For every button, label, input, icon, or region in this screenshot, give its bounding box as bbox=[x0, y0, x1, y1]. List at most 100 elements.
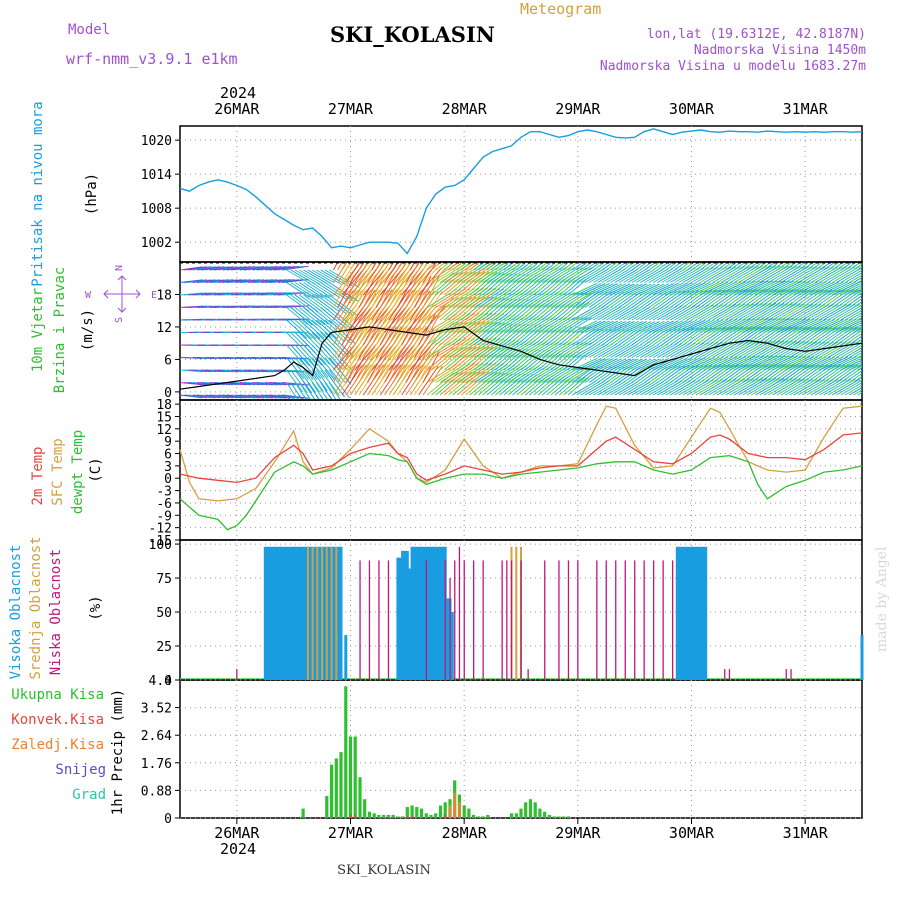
wind-barb bbox=[797, 356, 827, 371]
wind-barb bbox=[716, 281, 747, 296]
precip-bar-0 bbox=[481, 816, 485, 818]
precip-bar-0 bbox=[391, 814, 395, 818]
ytick-label-temperature-9: 12 bbox=[156, 423, 172, 438]
wind-speed-line bbox=[179, 326, 863, 390]
high-cloud-bar bbox=[294, 546, 298, 680]
precip-bar-0 bbox=[528, 799, 533, 818]
wind-barb bbox=[631, 381, 655, 396]
wind-barb bbox=[597, 343, 622, 358]
high-cloud-bar bbox=[401, 550, 405, 680]
wind-barb bbox=[307, 394, 311, 399]
ytick-label-temperature-10: 15 bbox=[156, 410, 172, 425]
mid-cloud-bar bbox=[335, 546, 338, 680]
high-cloud-bar bbox=[431, 546, 435, 680]
ytick-label-cloud-4: 100 bbox=[149, 538, 172, 553]
precip-legend-2: Zaledj.Kisa bbox=[11, 737, 104, 753]
wind-barb bbox=[708, 356, 738, 371]
low-cloud-bar bbox=[425, 560, 427, 680]
wind-barb bbox=[606, 268, 630, 283]
precip-bar-0 bbox=[538, 808, 542, 818]
wind-barb bbox=[197, 266, 221, 271]
ytick-label-cloud-1: 25 bbox=[156, 640, 172, 655]
wind-barb bbox=[840, 284, 862, 296]
wind-barb bbox=[580, 263, 592, 271]
wind-barb bbox=[844, 361, 862, 371]
wind-barb bbox=[443, 263, 454, 271]
xtick-label-top: 26MAR bbox=[214, 100, 260, 118]
model-label: Model bbox=[68, 22, 110, 38]
wind-barb bbox=[597, 283, 623, 296]
wind-barb bbox=[785, 318, 815, 333]
low-cloud-bar bbox=[236, 669, 238, 680]
wind-barb bbox=[627, 269, 651, 283]
high-cloud-bar bbox=[327, 546, 331, 680]
wind-barb bbox=[755, 355, 786, 371]
wind-barb bbox=[567, 301, 590, 321]
wind-barb bbox=[750, 317, 782, 333]
wind-barb bbox=[716, 326, 744, 346]
low-cloud-bar bbox=[527, 669, 529, 680]
wind-barb bbox=[422, 290, 443, 321]
wind-barb bbox=[576, 343, 601, 358]
wind-barb bbox=[231, 394, 256, 399]
wind-barb bbox=[759, 325, 788, 346]
high-cloud-bar bbox=[339, 546, 343, 680]
high-cloud-bar bbox=[344, 635, 348, 680]
wind-barb bbox=[571, 357, 598, 371]
wind-barb bbox=[840, 269, 862, 283]
wind-barb bbox=[742, 355, 774, 371]
precip-bar-0 bbox=[429, 814, 433, 818]
wind-barb bbox=[192, 266, 216, 271]
wind-barb bbox=[674, 267, 701, 283]
wind-barb bbox=[550, 266, 576, 283]
wind-barb bbox=[294, 269, 320, 285]
wind-barb bbox=[648, 320, 674, 333]
wind-barb bbox=[742, 318, 774, 333]
wind-barb bbox=[848, 349, 862, 358]
wind-barb bbox=[848, 288, 862, 296]
wind-barb bbox=[750, 280, 782, 296]
wind-barb bbox=[623, 321, 648, 333]
wind-barb bbox=[814, 356, 844, 371]
wind-barb bbox=[277, 265, 304, 271]
wind-barb bbox=[652, 380, 678, 396]
wind-barb bbox=[789, 263, 801, 271]
wind-barb bbox=[652, 268, 678, 283]
ytick-label-cloud-0: 0 bbox=[164, 674, 172, 689]
wind-barb bbox=[328, 319, 356, 344]
wind-barb bbox=[831, 356, 862, 371]
meteogram-label: Meteogram bbox=[520, 0, 601, 18]
wind-barb bbox=[797, 263, 809, 271]
precip-bar-1 bbox=[406, 816, 409, 818]
wind-barb bbox=[733, 288, 762, 308]
wind-barb bbox=[303, 394, 307, 399]
wind-barb bbox=[294, 382, 307, 399]
wind-barb bbox=[571, 282, 598, 296]
wind-barb bbox=[525, 290, 552, 308]
wind-barb bbox=[665, 380, 692, 396]
wind-barb bbox=[614, 343, 638, 358]
wind-barb bbox=[767, 263, 780, 271]
wind-barb bbox=[631, 283, 656, 296]
wind-barb bbox=[738, 363, 766, 383]
ytick-label-temperature-2: -9 bbox=[156, 509, 172, 524]
wind-barb bbox=[576, 263, 588, 271]
high-cloud-bar bbox=[704, 546, 708, 680]
wind-barb bbox=[678, 263, 690, 271]
high-cloud-bar bbox=[439, 546, 442, 680]
wind-barb bbox=[772, 263, 784, 271]
wind-barb bbox=[290, 282, 315, 299]
wind-barb bbox=[546, 316, 572, 333]
wind-barb bbox=[520, 263, 531, 271]
wind-barb bbox=[759, 355, 790, 371]
wind-barb bbox=[840, 263, 852, 271]
precip-bar-0 bbox=[566, 816, 570, 818]
wind-barb bbox=[554, 263, 565, 271]
wind-barb bbox=[797, 318, 827, 333]
compass-rose: N S W E bbox=[85, 265, 157, 323]
precip-bar-2 bbox=[458, 802, 461, 818]
high-cloud-bar bbox=[313, 546, 317, 680]
precip-legend-1: Konvek.Kisa bbox=[11, 712, 104, 728]
wind-barb bbox=[746, 280, 778, 296]
wind-barb bbox=[597, 358, 623, 371]
